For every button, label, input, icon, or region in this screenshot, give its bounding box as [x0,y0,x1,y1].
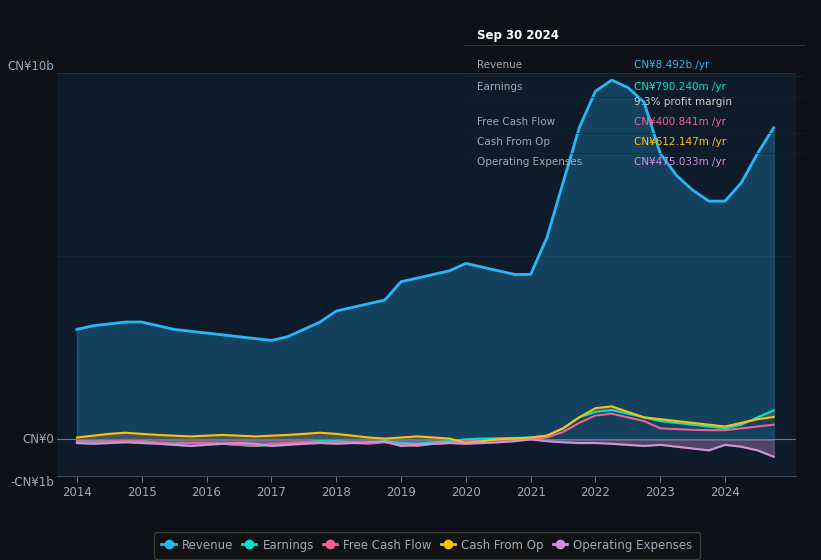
Text: CN¥8.492b /yr: CN¥8.492b /yr [635,60,709,70]
Text: CN¥612.147m /yr: CN¥612.147m /yr [635,137,727,147]
Text: CN¥400.841m /yr: CN¥400.841m /yr [635,117,726,127]
Text: CN¥475.033m /yr: CN¥475.033m /yr [635,157,727,167]
Text: Free Cash Flow: Free Cash Flow [478,117,556,127]
Text: Revenue: Revenue [478,60,523,70]
Text: CN¥790.240m /yr: CN¥790.240m /yr [635,82,726,92]
Legend: Revenue, Earnings, Free Cash Flow, Cash From Op, Operating Expenses: Revenue, Earnings, Free Cash Flow, Cash … [154,531,699,559]
Text: CN¥10b: CN¥10b [7,60,54,73]
Text: Operating Expenses: Operating Expenses [478,157,583,167]
Text: -CN¥1b: -CN¥1b [10,476,54,489]
Text: Earnings: Earnings [478,82,523,92]
Text: 9.3% profit margin: 9.3% profit margin [635,97,732,107]
Text: Cash From Op: Cash From Op [478,137,551,147]
Text: Sep 30 2024: Sep 30 2024 [478,29,559,43]
Text: CN¥0: CN¥0 [22,433,54,446]
